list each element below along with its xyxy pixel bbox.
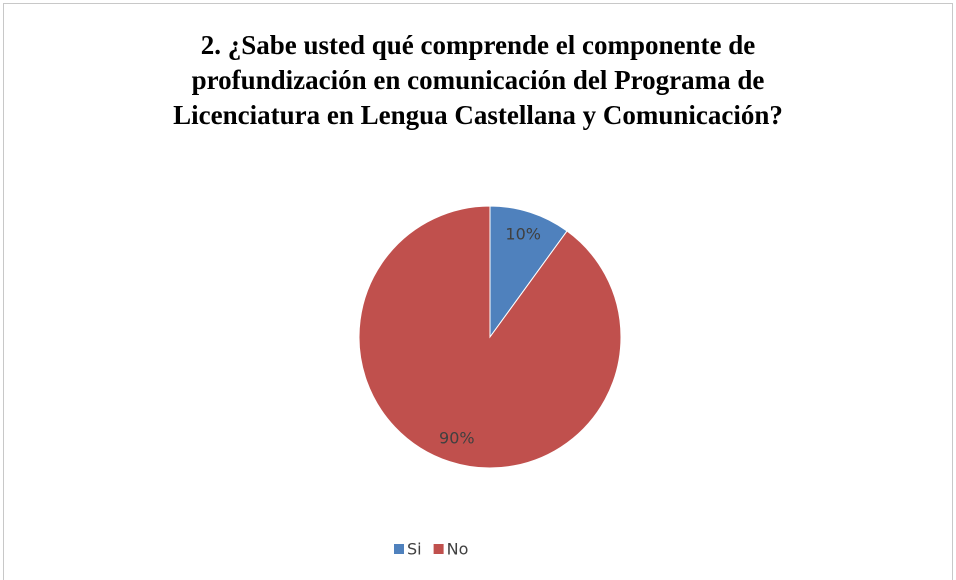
legend-swatch [394,544,404,554]
legend-label: Si [407,540,422,559]
legend-swatch [433,544,444,554]
chart-title: 2. ¿Sabe usted qué comprende el componen… [173,30,783,130]
data-label: 10% [505,224,541,243]
legend-label: No [447,540,469,559]
pie-slice [489,205,568,339]
data-label: 90% [439,429,475,448]
pie-slice [358,205,622,469]
